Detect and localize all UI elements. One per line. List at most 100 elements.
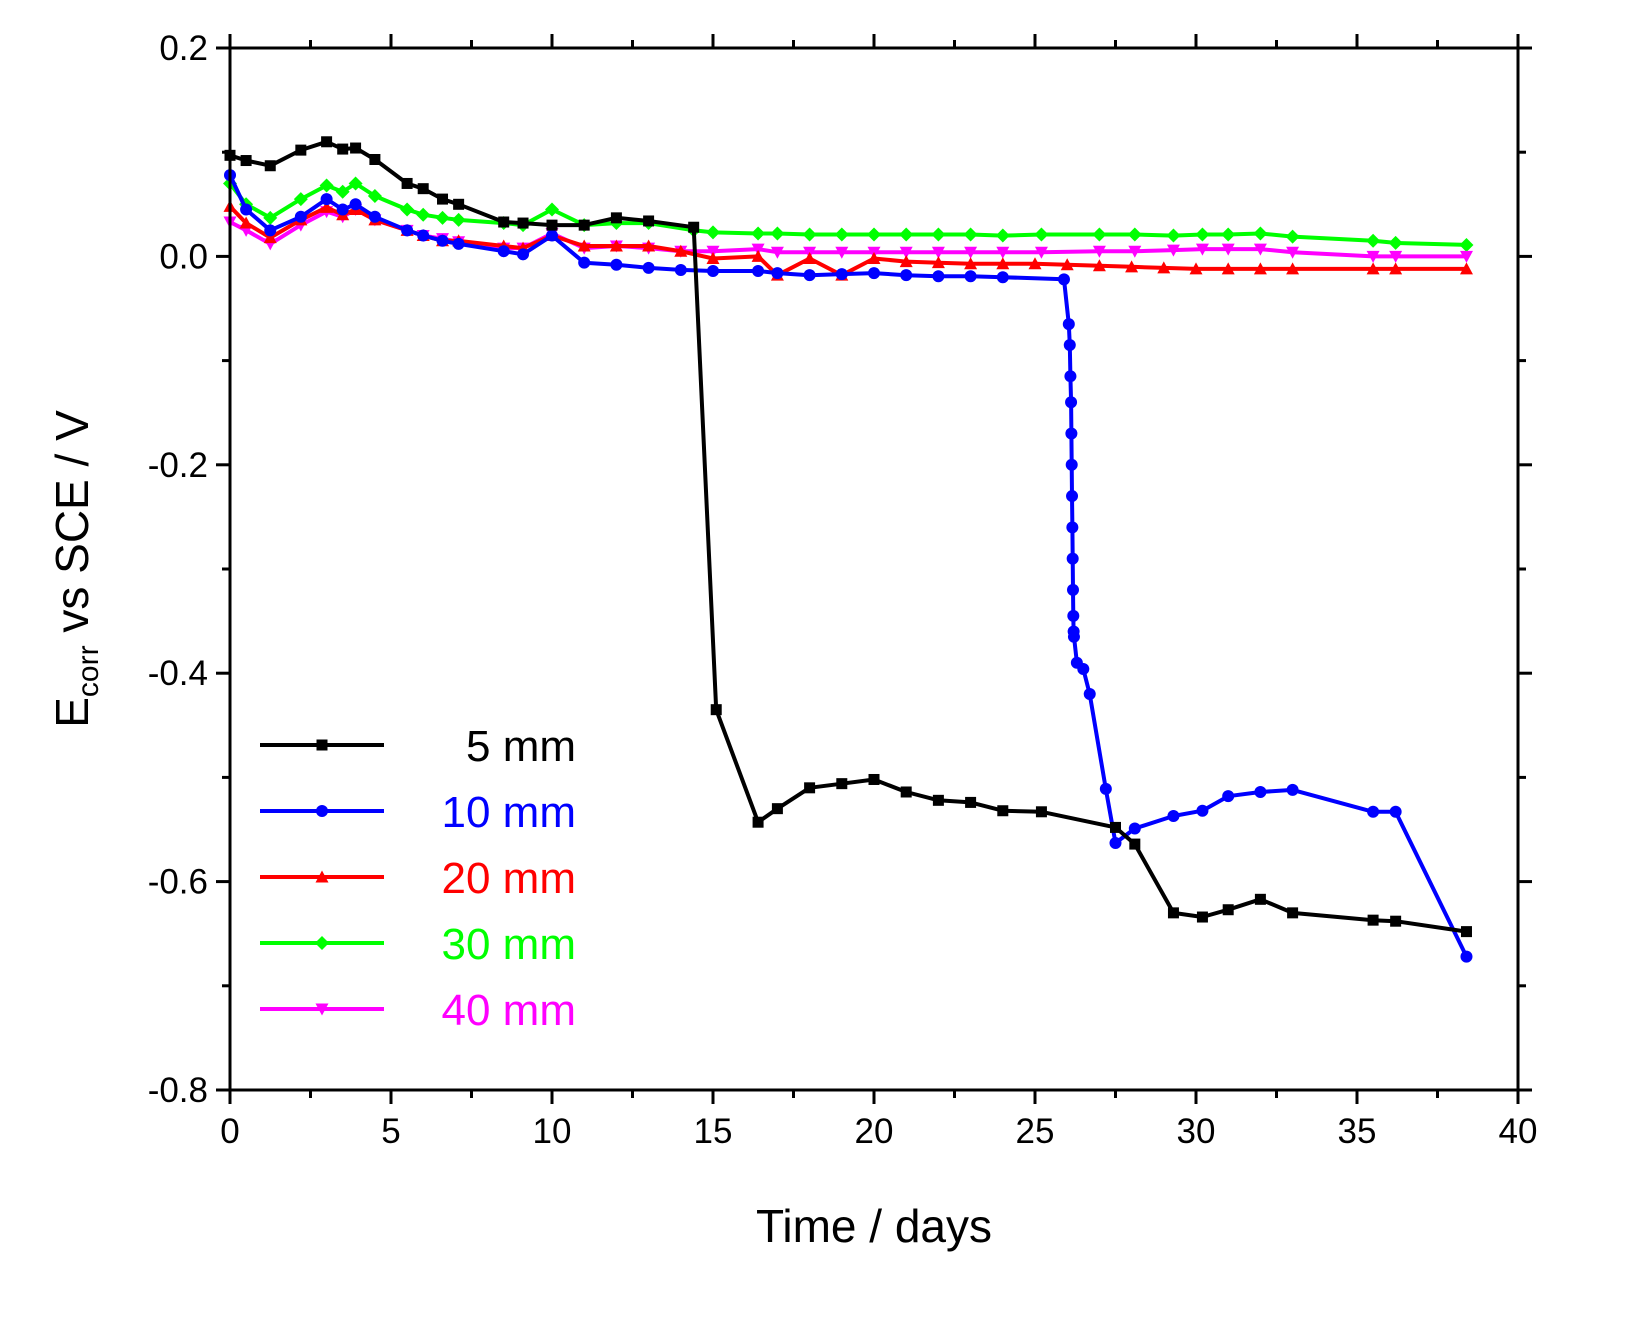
- data-point: [1167, 809, 1180, 822]
- y-tick-label: -0.4: [148, 654, 208, 693]
- data-point: [804, 782, 816, 794]
- y-tick-label: -0.6: [148, 863, 208, 902]
- data-point: [899, 246, 913, 259]
- data-point: [1092, 245, 1106, 258]
- data-point: [1366, 250, 1380, 263]
- data-point: [931, 246, 945, 259]
- data-point: [1166, 244, 1180, 257]
- x-tick-label: 15: [694, 1112, 733, 1151]
- data-point: [1459, 237, 1474, 252]
- data-point: [964, 257, 978, 270]
- legend-marker: [316, 805, 328, 817]
- data-point: [770, 246, 784, 259]
- data-point: [1253, 262, 1267, 275]
- data-point: [517, 217, 529, 229]
- data-point: [1125, 260, 1139, 273]
- legend-entry: 10 mm: [260, 788, 576, 837]
- data-point: [931, 256, 945, 269]
- data-point: [348, 176, 363, 191]
- data-point: [1367, 914, 1379, 926]
- data-point: [295, 144, 307, 156]
- x-tick-label: 30: [1177, 1112, 1216, 1151]
- data-point: [1034, 246, 1048, 259]
- data-point: [1221, 227, 1236, 242]
- data-point: [1366, 233, 1381, 248]
- data-point: [578, 256, 591, 269]
- data-point: [964, 246, 978, 259]
- data-point: [1129, 838, 1141, 850]
- data-point: [751, 249, 765, 262]
- data-point: [417, 229, 430, 242]
- data-point: [546, 219, 558, 231]
- data-point: [1189, 262, 1203, 275]
- data-point: [706, 245, 720, 258]
- data-point: [1196, 911, 1208, 923]
- data-point: [1459, 262, 1473, 275]
- data-point: [1366, 262, 1380, 275]
- data-point: [1062, 318, 1075, 331]
- data-point: [350, 142, 362, 154]
- data-point: [1128, 822, 1141, 835]
- data-point: [335, 184, 350, 199]
- data-point: [1287, 907, 1299, 919]
- data-point: [834, 227, 849, 242]
- data-point: [321, 136, 333, 148]
- data-point: [517, 248, 530, 261]
- x-tick-label: 40: [1499, 1112, 1538, 1151]
- x-tick-label: 25: [1016, 1112, 1055, 1151]
- data-point: [964, 270, 977, 283]
- data-point: [416, 207, 431, 222]
- data-point: [1286, 246, 1300, 259]
- series-layer: [223, 136, 1474, 963]
- data-point: [1035, 806, 1047, 818]
- y-tick-label: -0.8: [148, 1071, 208, 1110]
- data-point: [867, 251, 881, 264]
- data-point: [995, 228, 1010, 243]
- data-point: [752, 264, 765, 277]
- data-point: [899, 227, 914, 242]
- data-point: [545, 202, 559, 217]
- data-point: [320, 200, 334, 213]
- data-point: [240, 155, 252, 167]
- data-point: [453, 198, 465, 210]
- data-point: [1057, 273, 1070, 286]
- data-point: [1221, 262, 1235, 275]
- y-axis-title-subscript: corr: [72, 645, 105, 697]
- data-point: [1195, 243, 1209, 256]
- data-point: [293, 192, 308, 207]
- y-axis-title: Ecorr vs SCE / V: [46, 410, 105, 728]
- y-axis-title-main: E: [46, 697, 98, 728]
- data-point: [1066, 583, 1079, 596]
- data-point: [1459, 250, 1473, 263]
- data-point: [1460, 926, 1472, 938]
- data-point: [1065, 458, 1078, 471]
- x-tick-label: 10: [533, 1112, 572, 1151]
- data-point: [1092, 227, 1107, 242]
- data-point: [368, 210, 381, 223]
- data-point: [1065, 396, 1078, 409]
- data-point: [1166, 228, 1181, 243]
- data-point: [294, 210, 307, 223]
- data-point: [900, 269, 913, 282]
- data-point: [1157, 261, 1171, 274]
- data-point: [1110, 821, 1121, 833]
- y-tick-label: 0.0: [159, 237, 208, 276]
- data-point: [1063, 338, 1076, 351]
- data-point: [868, 267, 880, 280]
- data-point: [996, 246, 1010, 259]
- data-point: [674, 244, 688, 257]
- data-point: [996, 257, 1010, 270]
- data-point: [931, 227, 946, 242]
- data-point: [1064, 370, 1077, 383]
- data-point: [835, 268, 848, 281]
- data-point: [674, 263, 687, 276]
- data-point: [577, 239, 591, 252]
- axis-ticks: 0 5 10 15 20 25 30 35 40 -0.8 -0.6 -0.4 -0.2 0.0 0.2: [148, 29, 1538, 1151]
- data-point: [643, 215, 655, 227]
- data-point: [1221, 243, 1235, 256]
- y-tick-label: 0.2: [159, 29, 208, 68]
- data-point: [932, 270, 945, 283]
- data-point: [1099, 782, 1112, 795]
